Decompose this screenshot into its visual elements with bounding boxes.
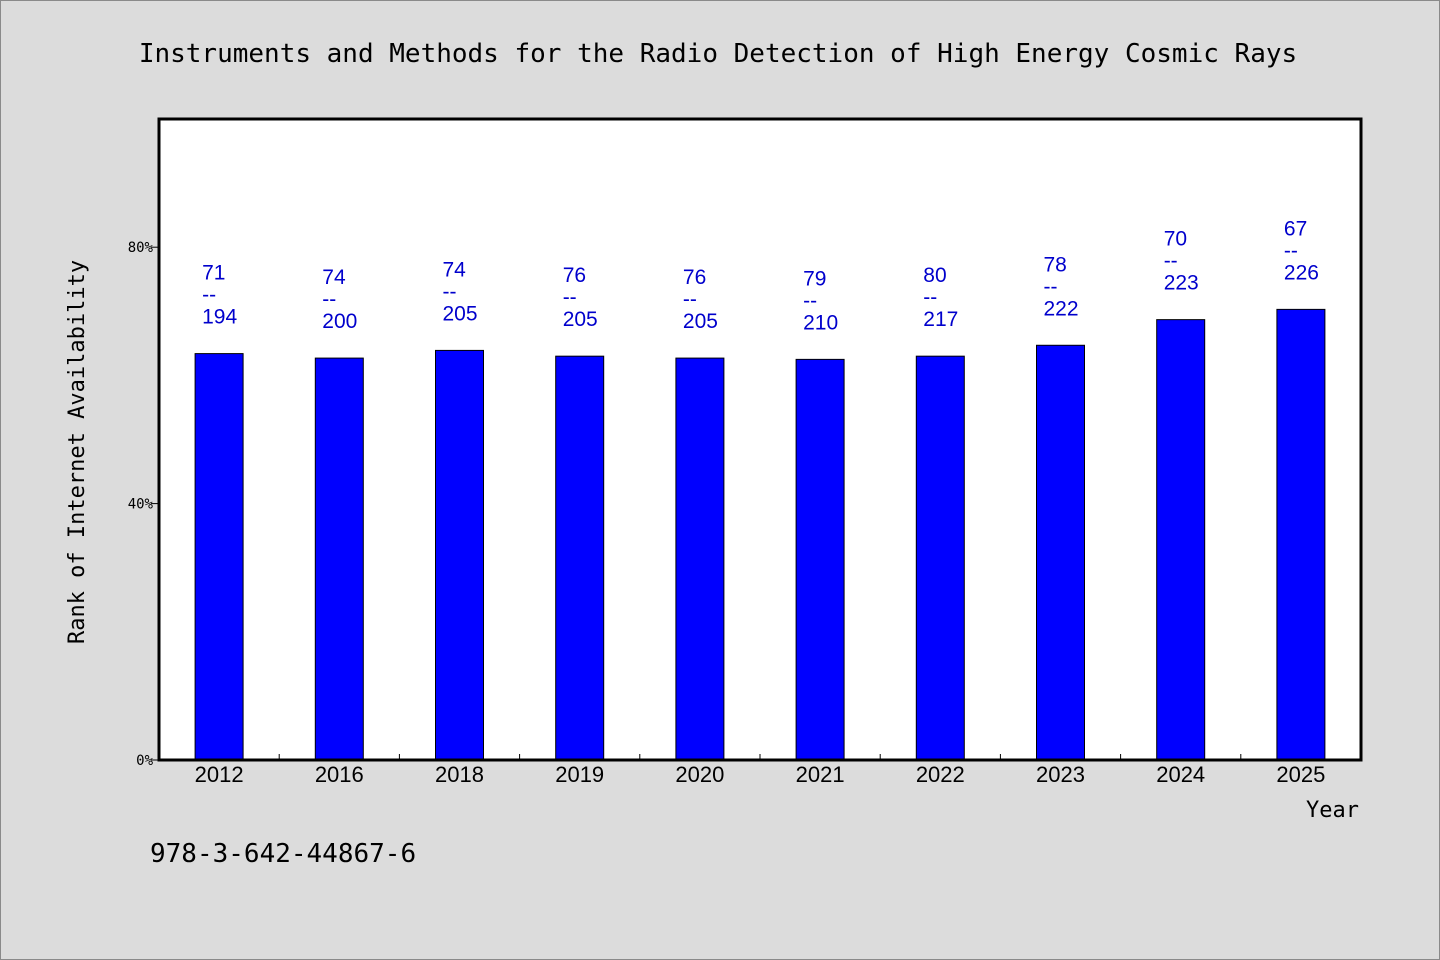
bar-label-2025-count: 226 (1284, 261, 1319, 284)
x-tick-label-2021: 2021 (796, 762, 845, 787)
bar-label-2024-value: 70 (1164, 228, 1187, 251)
bar-group (194, 308, 1326, 761)
x-tick-label-2020: 2020 (675, 762, 724, 787)
chart-title: Instruments and Methods for the Radio De… (139, 39, 1297, 69)
x-tick-label-2024: 2024 (1156, 762, 1205, 787)
isbn-label: 978-3-642-44867-6 (150, 839, 416, 869)
bar-2021 (795, 358, 845, 761)
bar-2016 (314, 357, 364, 761)
bar-label-2020-separator: -- (683, 288, 697, 311)
bar-label-2024-separator: -- (1164, 250, 1178, 273)
bar-label-2016-count: 200 (322, 310, 357, 333)
bar-label-2019-value: 76 (563, 264, 586, 287)
plot-border (157, 117, 1363, 762)
bar-label-2018-separator: -- (443, 280, 457, 303)
y-axis-ticks: 0% 40% 80% (128, 240, 159, 769)
x-tick-label-2025: 2025 (1276, 762, 1325, 787)
x-tick-label-2018: 2018 (435, 762, 484, 787)
bar-2024 (1156, 319, 1206, 761)
bar-label-2025-separator: -- (1284, 239, 1298, 262)
y-axis-title: Rank of Internet Availability (65, 260, 90, 644)
bar-2023 (1036, 344, 1085, 761)
x-tick-label-2012: 2012 (195, 762, 244, 787)
bar-label-2012-separator: -- (202, 284, 216, 307)
x-tick-label-2023: 2023 (1036, 762, 1085, 787)
bar-label-2023-separator: -- (1044, 275, 1058, 298)
bar-label-2019-separator: -- (563, 286, 577, 309)
bar-label-2022-value: 80 (923, 264, 946, 287)
bar-label-2018-count: 205 (443, 302, 478, 325)
bar-label-2025-value: 67 (1284, 217, 1307, 240)
bar-label-2024-count: 223 (1164, 272, 1199, 295)
y-tick-label-40: 40% (128, 497, 154, 513)
bar-label-2012-value: 71 (202, 262, 225, 285)
bar-label-2022-count: 217 (923, 308, 958, 331)
bar-label-group: 71--19474--20074--20576--20576--20579--2… (202, 217, 1319, 334)
bar-2012 (194, 353, 244, 761)
bar-2019 (555, 355, 605, 761)
y-tick-label-80: 80% (128, 240, 154, 256)
bar-label-2016-value: 74 (322, 266, 346, 289)
bar-label-2021-value: 79 (803, 267, 826, 290)
x-tick-label-2019: 2019 (555, 762, 604, 787)
bar-label-2021-separator: -- (803, 289, 817, 312)
bar-label-2020-value: 76 (683, 266, 706, 289)
bar-2020 (675, 357, 725, 761)
x-axis-title: Year (1306, 798, 1359, 823)
bar-label-2019-count: 205 (563, 308, 598, 331)
y-tick-label-0: 0% (136, 753, 153, 769)
bar-2022 (915, 355, 965, 761)
bar-label-2016-separator: -- (322, 288, 336, 311)
bar-2018 (435, 349, 484, 761)
bar-label-2018-value: 74 (443, 258, 467, 281)
bar-label-2021-count: 210 (803, 311, 838, 334)
x-tick-label-2022: 2022 (916, 762, 965, 787)
bar-label-2023-count: 222 (1044, 297, 1079, 320)
bar-label-2023-value: 78 (1044, 253, 1067, 276)
bar-label-2020-count: 205 (683, 310, 718, 333)
bar-label-2012-count: 194 (202, 306, 237, 329)
x-tick-label-2016: 2016 (315, 762, 364, 787)
bar-2025 (1276, 308, 1326, 761)
bar-label-2022-separator: -- (923, 286, 937, 309)
